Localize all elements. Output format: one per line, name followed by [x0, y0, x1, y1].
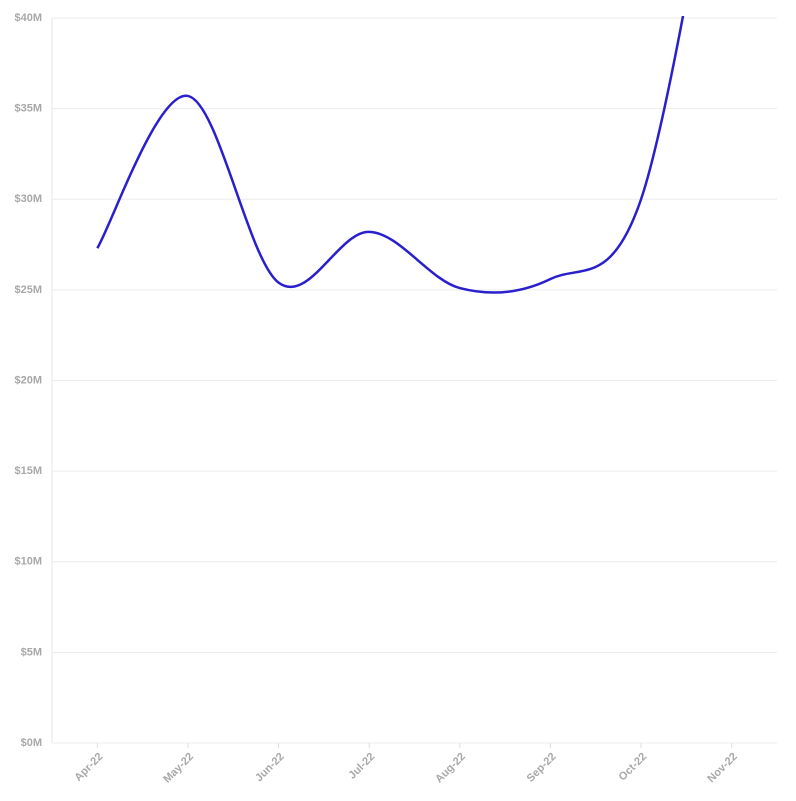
x-tick-label: Jul-22	[346, 751, 377, 782]
x-tick-label: Sep-22	[525, 751, 559, 785]
y-tick-label: $40M	[14, 12, 42, 24]
line	[96, 16, 685, 294]
x-tick-label: Oct-22	[617, 751, 650, 784]
x-tick-label: May-22	[161, 751, 196, 786]
y-tick-label: $5M	[21, 646, 42, 658]
y-tick-label: $15M	[14, 465, 42, 477]
x-tick-label: Aug-22	[433, 751, 468, 786]
x-tick-label: Jun-22	[253, 751, 287, 785]
y-tick-label: $30M	[14, 193, 42, 205]
y-tick-label: $35M	[14, 103, 42, 115]
y-tick-label: $10M	[14, 556, 42, 568]
x-tick-label: Apr-22	[72, 751, 105, 784]
y-tick-label: $20M	[14, 374, 42, 386]
y-tick-label: $0M	[21, 737, 42, 749]
x-tick-label: Nov-22	[705, 751, 739, 785]
y-tick-label: $25M	[14, 284, 42, 296]
